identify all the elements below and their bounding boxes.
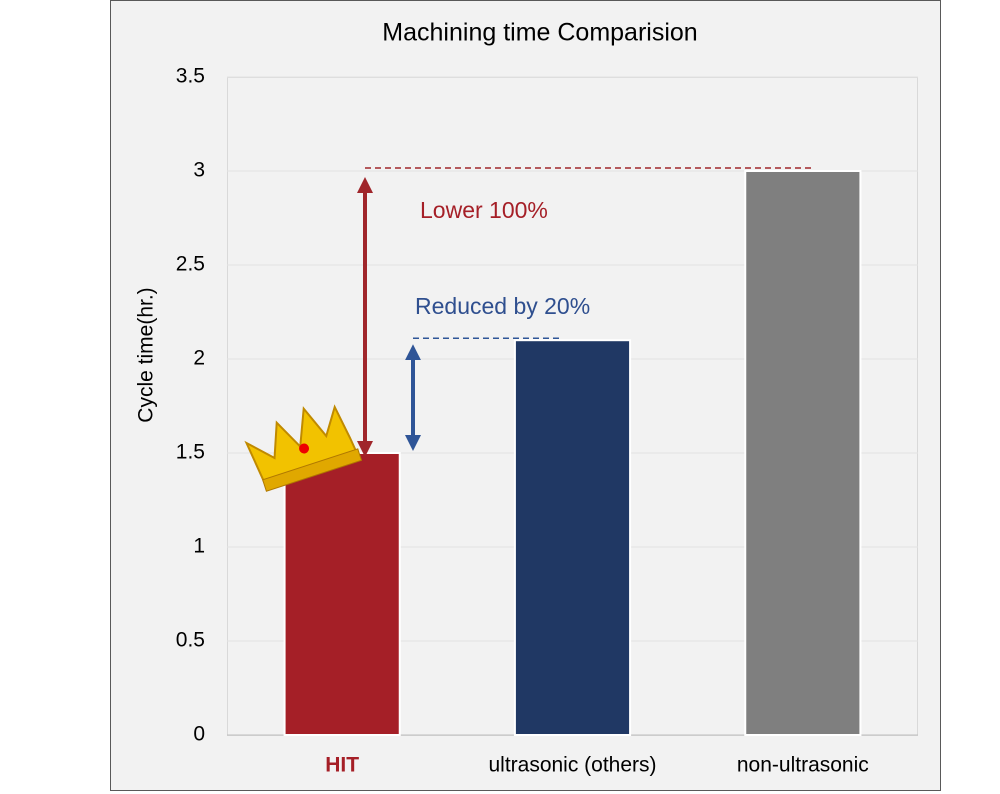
- y-tick-label: 0: [193, 723, 205, 746]
- y-tick-label: 2.5: [176, 253, 205, 276]
- annotation: Lower 100%: [420, 197, 548, 223]
- y-tick-label: 3.5: [176, 65, 205, 88]
- chart-title: Machining time Comparision: [382, 19, 697, 47]
- bar: [744, 170, 862, 736]
- bar: [283, 452, 401, 736]
- y-tick-label: 0.5: [176, 629, 205, 652]
- x-tick-label: HIT: [325, 754, 359, 777]
- x-tick-label: non-ultrasonic: [737, 754, 869, 777]
- y-tick-label: 3: [193, 159, 205, 182]
- y-axis-label: Cycle time(hr.): [135, 287, 158, 422]
- x-tick-label: ultrasonic (others): [488, 754, 656, 777]
- y-tick-label: 1.5: [176, 441, 205, 464]
- bar: [513, 339, 632, 736]
- y-tick-label: 2: [193, 347, 205, 370]
- y-tick-label: 1: [193, 535, 205, 558]
- annotation: Reduced by 20%: [415, 293, 590, 319]
- crown-icon: [244, 404, 363, 492]
